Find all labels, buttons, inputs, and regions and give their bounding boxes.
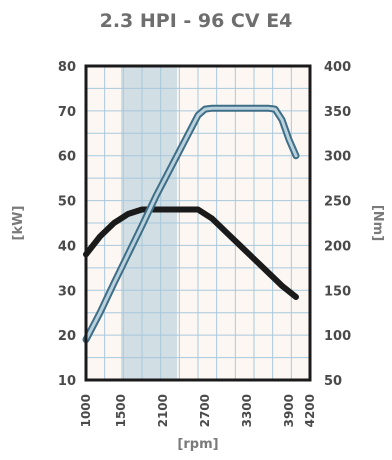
y-left-tick-label: 80	[58, 60, 76, 75]
y-right-tick-label: 300	[324, 150, 351, 165]
y-right-tick-label: 100	[324, 329, 351, 344]
left-axis-ticks: 10 20 30 40 50 60 70 80	[58, 60, 76, 389]
y-left-tick-label: 10	[58, 374, 76, 389]
x-axis-ticks: 1000 1500 2100 2700 3300 3900 4200	[79, 394, 317, 427]
x-tick-label: 4200	[303, 394, 317, 427]
x-tick-label: 2700	[198, 394, 212, 427]
right-axis-ticks: 50 100 150 200 250 300 350 400	[324, 60, 351, 389]
y-left-tick-label: 50	[58, 195, 76, 210]
y-left-tick-label: 60	[58, 150, 76, 165]
x-tick-label: 3900	[282, 394, 296, 427]
y-left-tick-label: 40	[58, 239, 76, 254]
chart-title: 2.3 HPI - 96 CV E4	[100, 10, 293, 32]
power-line	[83, 206, 299, 300]
y-left-tick-label: 20	[58, 329, 76, 344]
y-right-tick-label: 200	[324, 239, 351, 254]
torque-line	[84, 106, 298, 342]
y-left-axis-label: [kW]	[11, 206, 26, 241]
y-right-tick-label: 50	[324, 374, 342, 389]
x-tick-label: 1000	[79, 394, 93, 427]
x-tick-label: 3300	[240, 394, 254, 427]
x-tick-label: 1500	[114, 394, 128, 427]
y-left-tick-label: 30	[58, 284, 76, 299]
x-axis-label: [rpm]	[177, 437, 218, 452]
y-right-tick-label: 400	[324, 60, 351, 75]
y-right-tick-label: 250	[324, 195, 351, 210]
plot-frame	[84, 64, 312, 382]
series-layer	[82, 104, 300, 344]
y-right-tick-label: 150	[324, 284, 351, 299]
y-right-tick-label: 350	[324, 105, 351, 120]
x-tick-label: 2100	[156, 394, 170, 427]
y-left-tick-label: 70	[58, 105, 76, 120]
y-right-axis-label: [Nm]	[370, 205, 385, 241]
